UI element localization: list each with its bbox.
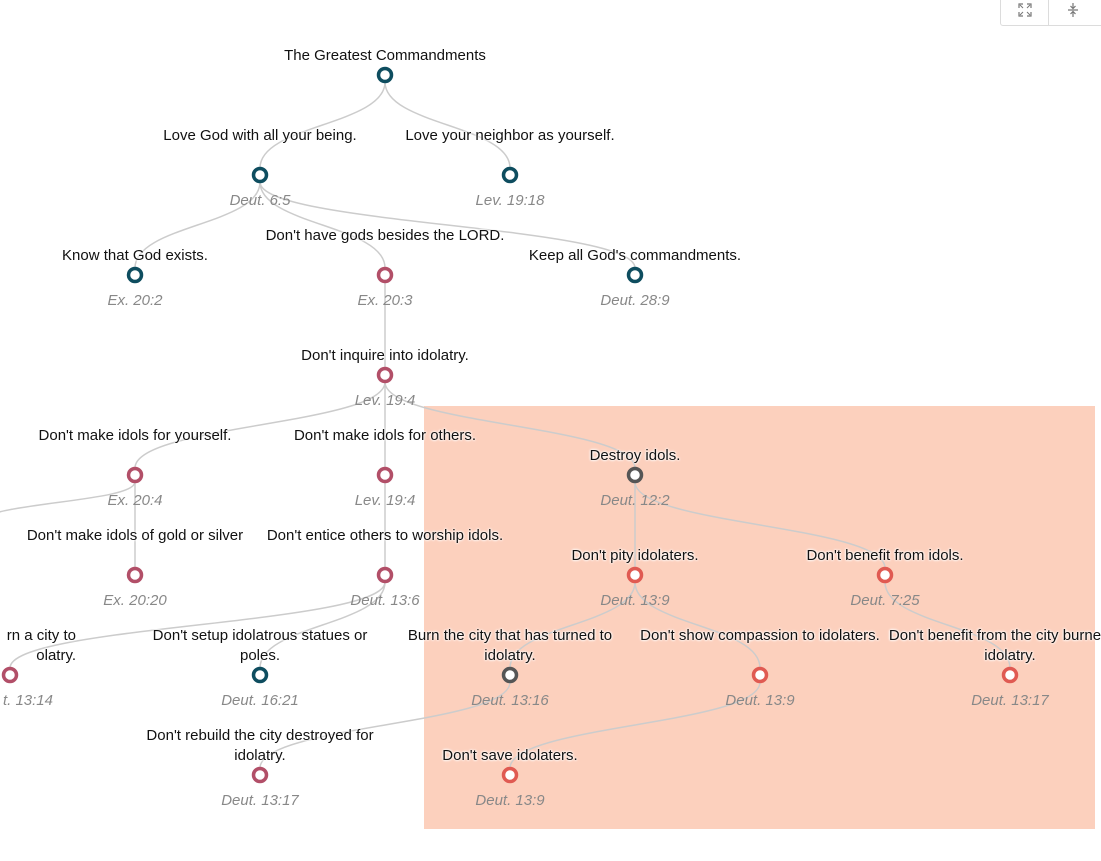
node-label-greatest: The Greatest Commandments — [284, 47, 486, 64]
node-ref-rebuild: Deut. 13:17 — [221, 792, 299, 809]
node-label-no-benefit: Don't benefit from idols. — [806, 547, 964, 564]
node-ref-no-compassion: Deut. 13:9 — [725, 692, 795, 709]
node-label-save: Don't save idolaters. — [442, 747, 578, 764]
tree-link — [509, 581, 636, 669]
tree-node-entice[interactable] — [376, 566, 394, 584]
node-label-entice: Don't entice others to worship idols. — [266, 527, 504, 544]
tree-node-love-god[interactable] — [251, 166, 269, 184]
node-label-destroy-idols: Destroy idols. — [589, 447, 681, 464]
node-label-know-god: Know that God exists. — [62, 247, 208, 264]
expand-arrows-icon — [1017, 3, 1032, 17]
tree-node-rebuild[interactable] — [251, 766, 269, 784]
tree-link — [634, 481, 886, 569]
tree-node-idols-self[interactable] — [126, 466, 144, 484]
tree-link — [0, 481, 136, 513]
node-ref-destroy-idols: Deut. 12:2 — [600, 492, 670, 509]
node-ref-keep-commandments: Deut. 28:9 — [600, 292, 670, 309]
tree-link — [259, 181, 386, 269]
node-label-burn-city: Burn the city that has turned to idolatr… — [407, 627, 613, 664]
tree-node-keep-commandments[interactable] — [626, 266, 644, 284]
node-ref-benefit-city: Deut. 13:17 — [971, 692, 1049, 709]
tree-node-no-compassion[interactable] — [751, 666, 769, 684]
node-label-no-compassion: Don't show compassion to idolaters. — [640, 627, 880, 644]
tree-node-destroy-idols[interactable] — [626, 466, 644, 484]
node-ref-no-other-gods: Ex. 20:3 — [357, 292, 413, 309]
expand-button[interactable] — [1001, 0, 1049, 25]
node-ref-entice: Deut. 13:6 — [350, 592, 420, 609]
tree-link — [259, 581, 386, 669]
tree-link — [384, 81, 511, 169]
tree-link — [259, 81, 386, 169]
collapse-button[interactable] — [1049, 0, 1096, 25]
node-ref-love-god: Deut. 6:5 — [229, 192, 291, 209]
tree-node-save[interactable] — [501, 766, 519, 784]
node-ref-burn-city: Deut. 13:16 — [471, 692, 549, 709]
node-label-no-other-gods: Don't have gods besides the LORD. — [265, 227, 505, 244]
node-ref-idols-self: Ex. 20:4 — [107, 492, 163, 509]
node-label-statues: Don't setup idolatrous statues or poles. — [152, 627, 368, 664]
tree-link — [509, 681, 761, 769]
node-ref-statues: Deut. 16:21 — [221, 692, 299, 709]
tree-node-no-other-gods[interactable] — [376, 266, 394, 284]
tree-link — [884, 581, 1011, 669]
tree-node-statues[interactable] — [251, 666, 269, 684]
node-label-love-neighbor: Love your neighbor as yourself. — [405, 127, 615, 144]
tree-node-know-god[interactable] — [126, 266, 144, 284]
tree-link — [134, 381, 386, 469]
node-label-love-god: Love God with all your being. — [163, 127, 357, 144]
tree-node-no-pity[interactable] — [626, 566, 644, 584]
node-label-no-pity: Don't pity idolaters. — [571, 547, 699, 564]
tree-link — [634, 581, 761, 669]
tree-node-greatest[interactable] — [376, 66, 394, 84]
view-toolbar — [1000, 0, 1101, 26]
node-label-rebuild: Don't rebuild the city destroyed for ido… — [146, 727, 374, 764]
tree-node-love-neighbor[interactable] — [501, 166, 519, 184]
node-label-idols-self: Don't make idols for yourself. — [38, 427, 232, 444]
node-label-no-inquire: Don't inquire into idolatry. — [301, 347, 469, 364]
node-label-idols-gold: Don't make idols of gold or silver — [26, 527, 244, 544]
node-ref-no-rebuild-city: t. 13:14 — [2, 692, 53, 709]
tree-node-no-benefit[interactable] — [876, 566, 894, 584]
node-label-benefit-city: Don't benefit from the city burned for i… — [888, 627, 1101, 664]
tree-links — [0, 81, 1011, 769]
node-ref-save: Deut. 13:9 — [475, 792, 545, 809]
node-ref-no-pity: Deut. 13:9 — [600, 592, 670, 609]
tree-node-idols-gold[interactable] — [126, 566, 144, 584]
node-label-no-rebuild-city: rn a city to olatry. — [6, 627, 76, 664]
tree-link — [9, 581, 386, 669]
tree-link — [134, 181, 261, 269]
tree-node-idols-others[interactable] — [376, 466, 394, 484]
node-ref-no-benefit: Deut. 7:25 — [850, 592, 920, 609]
tree-link — [384, 381, 636, 469]
node-ref-know-god: Ex. 20:2 — [107, 292, 163, 309]
highlight-region — [424, 406, 1095, 829]
node-ref-idols-others: Lev. 19:4 — [354, 492, 416, 509]
node-label-idols-others: Don't make idols for others. — [293, 427, 477, 444]
node-ref-no-inquire: Lev. 19:4 — [354, 392, 416, 409]
tree-link — [259, 681, 511, 769]
node-ref-idols-gold: Ex. 20:20 — [103, 592, 167, 609]
node-label-keep-commandments: Keep all God's commandments. — [528, 247, 742, 264]
tree-node-burn-city[interactable] — [501, 666, 519, 684]
tree-link — [259, 181, 636, 269]
vertical-collapse-icon — [1067, 3, 1078, 17]
tree-node-no-inquire[interactable] — [376, 366, 394, 384]
tree-nodes — [1, 66, 1019, 784]
tree-node-no-rebuild-city[interactable] — [1, 666, 19, 684]
tree-node-benefit-city[interactable] — [1001, 666, 1019, 684]
node-ref-love-neighbor: Lev. 19:18 — [475, 192, 545, 209]
